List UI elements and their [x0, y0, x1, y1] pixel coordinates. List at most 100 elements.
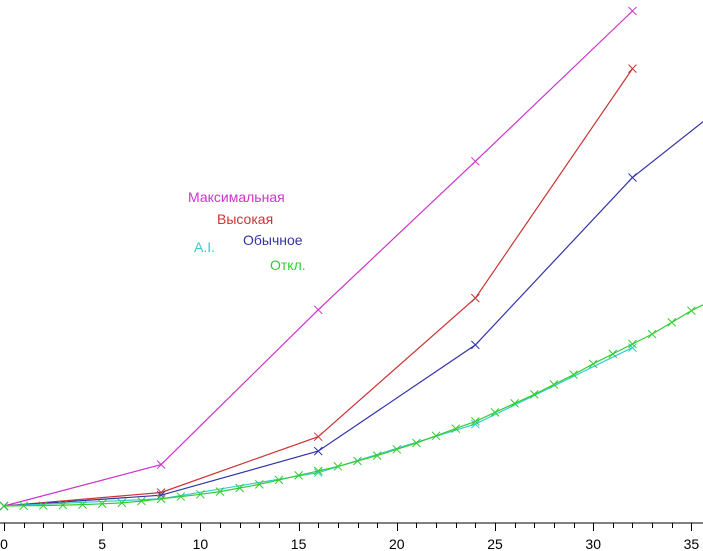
data-point — [0, 501, 9, 511]
point-marker-stroke — [353, 456, 362, 466]
series-line-0 — [3, 10, 633, 507]
point-marker-stroke — [333, 462, 343, 471]
data-point — [313, 305, 323, 315]
point-marker-stroke — [628, 64, 637, 73]
data-point — [137, 496, 146, 506]
data-point — [294, 471, 303, 480]
point-marker-stroke — [510, 399, 519, 408]
legend-label-normal: Обычное — [243, 232, 303, 248]
legend-label-high: Высокая — [217, 211, 273, 227]
data-point — [19, 501, 28, 511]
point-marker-stroke — [471, 293, 480, 303]
data-point — [215, 487, 225, 496]
point-marker-stroke — [451, 424, 461, 433]
x-tick-label: 10 — [193, 536, 209, 551]
x-tick-label: 15 — [291, 536, 307, 551]
point-marker-stroke — [471, 340, 480, 350]
data-point — [549, 380, 559, 389]
point-marker-stroke — [628, 173, 637, 182]
point-marker-stroke — [313, 466, 323, 476]
data-point — [156, 494, 166, 504]
data-point — [353, 456, 362, 466]
point-marker-stroke — [392, 444, 402, 454]
point-marker-stroke — [196, 489, 205, 499]
point-marker-stroke — [687, 306, 696, 316]
point-marker-stroke — [471, 156, 480, 166]
x-axis: 0 5 10 15 20 25 30 35 — [0, 522, 703, 551]
point-marker-stroke — [490, 408, 500, 417]
point-marker-stroke — [294, 471, 303, 480]
point-marker-stroke — [313, 305, 323, 315]
point-marker-stroke — [549, 380, 559, 389]
data-point — [451, 424, 461, 433]
data-point — [372, 451, 382, 460]
point-marker-stroke — [58, 500, 68, 510]
data-point — [667, 318, 677, 327]
data-point — [431, 431, 441, 441]
data-point — [490, 408, 500, 417]
point-marker-stroke — [215, 487, 225, 496]
point-marker-stroke — [628, 6, 637, 16]
data-point — [38, 501, 48, 510]
point-marker-stroke — [156, 460, 166, 469]
x-tick-label: 30 — [585, 536, 601, 551]
point-marker-stroke — [647, 329, 657, 339]
series-line-4 — [3, 304, 703, 507]
data-point — [156, 460, 166, 469]
point-marker-stroke — [313, 432, 323, 442]
legend: Максимальная Высокая Обычное A.I. Откл. — [188, 189, 306, 273]
point-marker-stroke — [19, 501, 28, 511]
point-marker-stroke — [254, 480, 264, 489]
data-point — [274, 475, 284, 485]
data-point — [588, 359, 598, 369]
legend-label-off: Откл. — [270, 257, 306, 273]
data-point — [628, 6, 637, 16]
series-line-2 — [3, 120, 703, 507]
x-tick-label: 20 — [389, 536, 405, 551]
data-point — [235, 483, 245, 493]
point-marker-stroke — [412, 438, 421, 448]
data-point — [392, 444, 402, 454]
data-point — [412, 438, 421, 448]
series-line-3 — [3, 347, 633, 507]
point-marker-stroke — [176, 492, 186, 501]
point-marker-stroke — [156, 494, 166, 504]
point-marker-stroke — [471, 417, 480, 426]
point-marker-stroke — [313, 446, 323, 456]
data-point — [628, 64, 637, 73]
data-point — [529, 390, 539, 399]
point-marker-stroke — [97, 499, 107, 509]
point-marker-stroke — [38, 501, 48, 510]
point-marker-stroke — [156, 490, 166, 500]
data-point — [471, 156, 480, 166]
point-marker-stroke — [235, 483, 245, 493]
data-point — [333, 462, 343, 471]
point-marker-stroke — [137, 496, 146, 506]
x-tick-label: 35 — [684, 536, 700, 551]
point-marker-stroke — [628, 343, 637, 352]
data-point — [569, 370, 578, 379]
data-point — [628, 339, 637, 349]
point-marker-stroke — [628, 339, 637, 349]
data-point — [510, 399, 519, 408]
data-point — [254, 480, 264, 489]
point-marker-stroke — [117, 498, 127, 508]
series-layer — [0, 6, 703, 511]
point-marker-stroke — [529, 390, 539, 399]
data-point — [628, 173, 637, 182]
point-marker-stroke — [0, 501, 9, 511]
point-marker-stroke — [667, 318, 677, 327]
series-line-1 — [3, 68, 633, 507]
x-tick-label: 25 — [487, 536, 503, 551]
data-point — [58, 500, 68, 510]
data-point — [608, 349, 618, 359]
x-tick-label: 5 — [98, 536, 106, 551]
data-point — [471, 340, 480, 350]
data-point — [313, 432, 323, 442]
data-point — [313, 466, 323, 476]
data-point — [471, 419, 480, 429]
point-marker-stroke — [588, 359, 598, 369]
data-point — [471, 417, 480, 426]
data-point — [647, 329, 657, 339]
